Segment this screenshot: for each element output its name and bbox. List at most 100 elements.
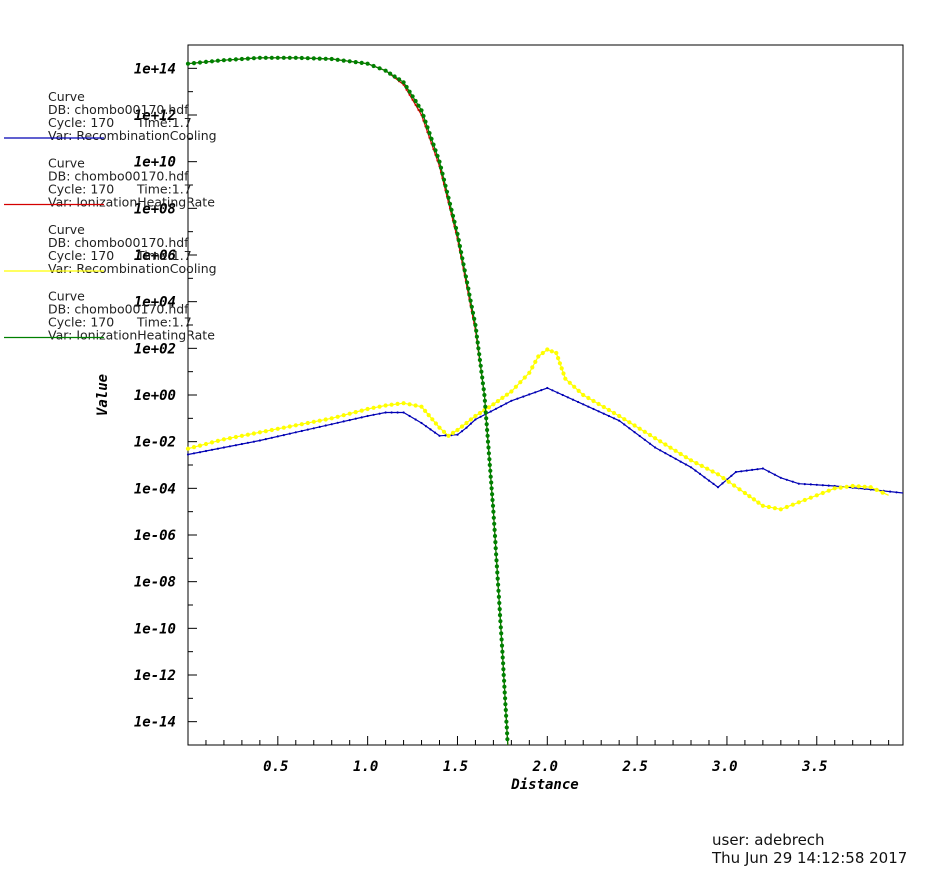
series-marker [414, 418, 417, 421]
series-marker [556, 356, 561, 361]
series-marker [430, 417, 435, 422]
series-marker [404, 84, 409, 90]
series-marker [276, 435, 279, 438]
series-marker [456, 238, 461, 243]
legend-time: Time:1.7 [136, 315, 192, 330]
series-marker [263, 55, 268, 60]
series-marker [335, 414, 340, 419]
series-marker [221, 437, 226, 442]
series-marker [880, 490, 885, 495]
series-marker [341, 58, 346, 63]
series-marker [378, 412, 381, 415]
series-marker [401, 80, 406, 85]
series-marker [227, 57, 232, 62]
series-marker [476, 346, 481, 351]
series-marker [466, 286, 471, 291]
series-marker [323, 56, 328, 61]
series-marker [477, 411, 482, 416]
series-marker [467, 292, 472, 297]
series-marker [494, 552, 499, 557]
series-marker [567, 380, 572, 385]
series-marker [257, 55, 262, 60]
series-marker [222, 446, 225, 449]
series-marker [401, 401, 406, 406]
series-marker [443, 183, 448, 188]
x-tick-label: 3.0 [711, 759, 737, 775]
series-marker [465, 280, 470, 285]
series-marker [459, 250, 464, 255]
series-marker [311, 419, 316, 424]
series-marker [492, 521, 497, 526]
series-marker [485, 433, 490, 438]
series-marker [611, 410, 617, 416]
legend-var: Var: RecombinationCooling [48, 128, 217, 143]
legend-cycle: Cycle: 170 [48, 248, 114, 263]
series-marker [536, 354, 541, 359]
series-marker [438, 165, 444, 170]
series-marker [561, 371, 566, 376]
series-marker [483, 410, 488, 415]
series-marker [317, 56, 322, 61]
series-marker [233, 57, 238, 62]
series-marker [469, 304, 474, 309]
series-marker [664, 452, 667, 455]
y-tick-label: 1e-06 [134, 528, 176, 544]
series-marker [591, 398, 596, 404]
series-marker [421, 113, 426, 119]
series-marker [679, 460, 682, 463]
series-marker [895, 491, 898, 494]
series-marker [423, 119, 428, 124]
series-marker [642, 429, 647, 434]
series-marker [288, 432, 291, 435]
series-marker [438, 434, 441, 437]
series-marker [551, 389, 554, 392]
series-marker [492, 527, 497, 533]
series-marker [365, 406, 370, 412]
x-tick-label: 3.5 [801, 759, 827, 775]
series-marker [540, 389, 543, 392]
series-marker [455, 427, 460, 433]
series-marker [491, 509, 496, 514]
series-marker [287, 424, 292, 429]
series-marker [668, 445, 673, 450]
series-marker [377, 66, 382, 71]
series-marker [416, 103, 421, 108]
series-marker [504, 392, 509, 397]
series-marker [504, 725, 509, 730]
series-marker [487, 462, 492, 468]
x-tick-label: 2.5 [621, 759, 647, 775]
series-marker [528, 393, 531, 396]
series-marker [586, 395, 591, 401]
series-marker [450, 430, 456, 435]
y-tick-label: 1e+02 [134, 341, 176, 357]
series-marker [688, 458, 694, 463]
series-marker [473, 322, 478, 328]
series-marker [185, 446, 191, 451]
series-layer [185, 55, 904, 746]
legend-title: Curve [48, 89, 85, 104]
series-marker [654, 446, 657, 449]
series-marker [470, 310, 476, 315]
legend-var: Var: IonizationHeatingRate [48, 195, 215, 210]
series-marker [468, 298, 473, 303]
series-marker [581, 392, 586, 398]
series-marker [499, 631, 504, 636]
series-marker [341, 413, 346, 418]
series-marker [592, 407, 595, 411]
series-marker [730, 474, 733, 477]
series-marker [396, 411, 399, 414]
series-marker [483, 404, 488, 409]
series-marker [486, 445, 491, 450]
series-marker [246, 441, 249, 444]
series-marker [527, 370, 532, 375]
series-marker [732, 483, 737, 488]
series-marker [444, 189, 450, 194]
series-marker [336, 421, 339, 424]
legend-db: DB: chombo00170.hdf [48, 169, 189, 184]
series-marker [484, 422, 489, 427]
series-marker [420, 421, 423, 425]
series-marker [383, 68, 388, 73]
series-marker [408, 93, 411, 96]
series-marker [628, 427, 631, 430]
